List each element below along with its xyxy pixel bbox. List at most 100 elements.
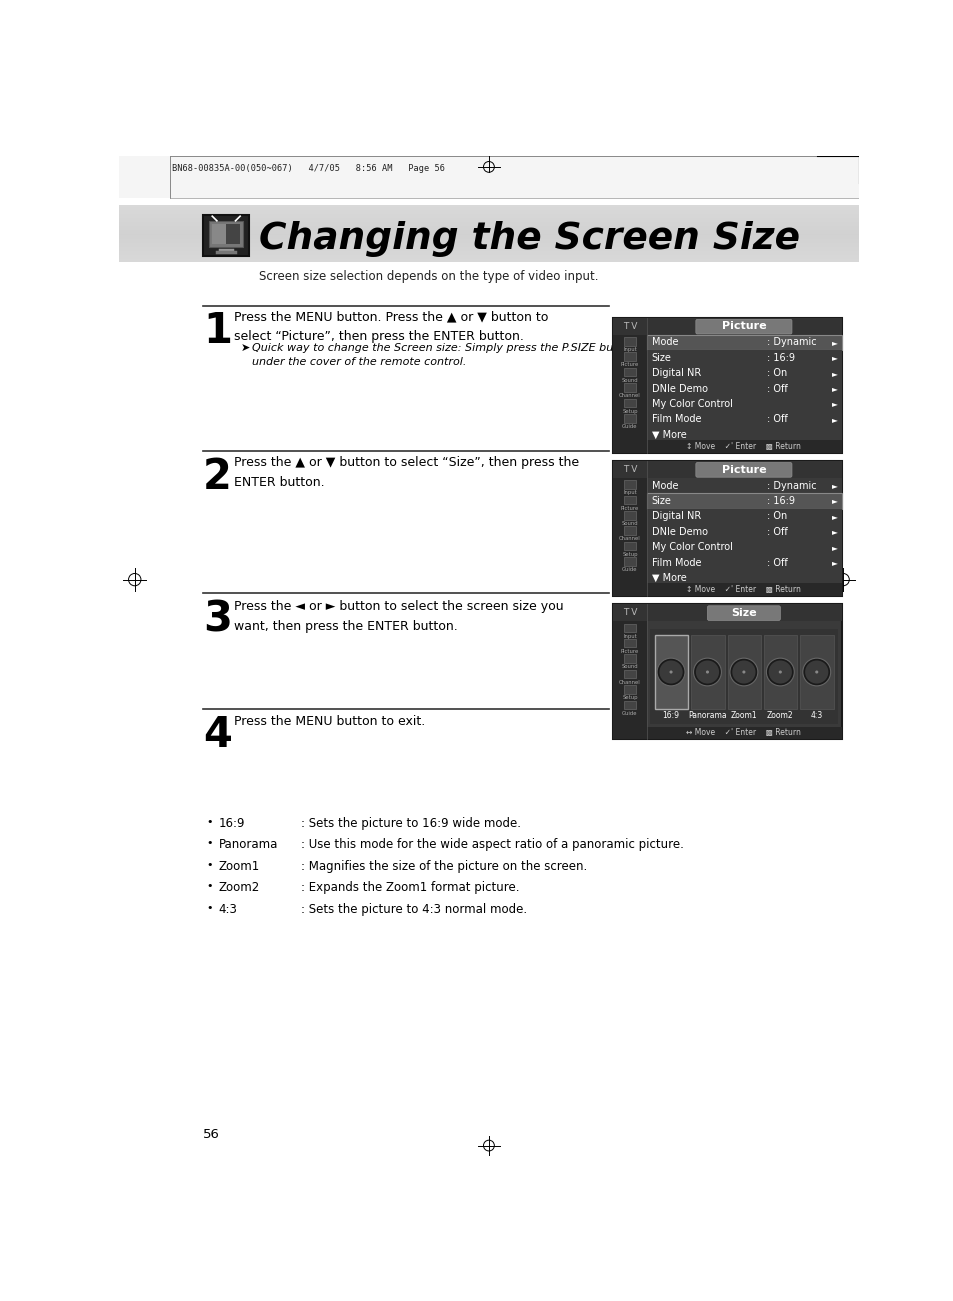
Text: Film Mode: Film Mode (651, 415, 700, 424)
Text: : Off: : Off (766, 527, 787, 537)
Bar (612, 317, 646, 453)
Bar (646, 427, 841, 442)
Bar (119, 237, 858, 239)
Bar (646, 411, 841, 427)
Circle shape (804, 661, 827, 683)
Text: Digital NR: Digital NR (651, 511, 700, 522)
Bar (646, 493, 841, 509)
Text: Input: Input (622, 490, 637, 496)
Bar (612, 604, 646, 739)
Bar (612, 461, 841, 596)
Bar (119, 215, 858, 216)
Text: T V: T V (622, 321, 637, 330)
Bar (119, 256, 858, 259)
Text: Picture: Picture (720, 321, 765, 332)
Text: 4:3: 4:3 (218, 903, 237, 916)
Text: : Use this mode for the wide aspect ratio of a panoramic picture.: : Use this mode for the wide aspect rati… (301, 838, 683, 851)
Text: Sound: Sound (621, 377, 638, 382)
Bar (800, 635, 833, 709)
Text: Changing the Screen Size: Changing the Screen Size (258, 220, 799, 256)
Text: Size: Size (730, 608, 756, 618)
Text: ►: ► (832, 513, 838, 520)
Bar (209, 221, 243, 247)
Text: ▼ More: ▼ More (651, 572, 686, 583)
Circle shape (695, 661, 719, 683)
Bar (119, 251, 858, 252)
Bar (646, 477, 841, 493)
Text: Zoom2: Zoom2 (766, 710, 793, 719)
Bar (119, 255, 858, 256)
Circle shape (669, 670, 672, 674)
Text: ➤: ➤ (241, 343, 250, 354)
Bar (119, 239, 858, 241)
Bar (623, 686, 636, 693)
Text: ►: ► (832, 368, 838, 377)
Text: ►: ► (832, 338, 838, 347)
Bar (119, 228, 858, 230)
Bar (119, 248, 858, 251)
Text: : 16:9: : 16:9 (766, 353, 794, 363)
Text: Picture: Picture (620, 363, 639, 367)
Bar (612, 317, 841, 453)
Text: 2: 2 (203, 455, 232, 498)
Text: Guide: Guide (621, 710, 637, 716)
FancyBboxPatch shape (695, 319, 791, 334)
Text: BN68-00835A-00(050~067)   4/7/05   8:56 AM   Page 56: BN68-00835A-00(050~067) 4/7/05 8:56 AM P… (172, 164, 444, 173)
Text: ↕ Move    ✓' Enter    ▩ Return: ↕ Move ✓' Enter ▩ Return (686, 442, 801, 451)
Text: Press the ◄ or ► button to select the screen size you
want, then press the ENTER: Press the ◄ or ► button to select the sc… (233, 600, 563, 634)
FancyBboxPatch shape (707, 606, 780, 621)
Bar (646, 366, 841, 381)
Text: ↔ Move    ✓' Enter    ▩ Return: ↔ Move ✓' Enter ▩ Return (686, 729, 801, 738)
Bar (623, 639, 636, 648)
Text: Quick way to change the Screen size: Simply press the P.SIZE button
under the co: Quick way to change the Screen size: Sim… (252, 343, 635, 367)
Bar (612, 461, 646, 596)
Text: •: • (206, 860, 213, 870)
Bar (623, 353, 636, 360)
Bar (649, 628, 838, 723)
Bar (212, 224, 226, 243)
Text: Guide: Guide (621, 567, 637, 572)
Circle shape (741, 670, 744, 674)
Text: ►: ► (832, 354, 838, 363)
Text: : Sets the picture to 4:3 normal mode.: : Sets the picture to 4:3 normal mode. (301, 903, 527, 916)
Text: 16:9: 16:9 (661, 710, 679, 719)
Text: Sound: Sound (621, 522, 638, 526)
Text: Size: Size (651, 353, 671, 363)
Text: Press the ▲ or ▼ button to select “Size”, then press the
ENTER button.: Press the ▲ or ▼ button to select “Size”… (233, 457, 578, 489)
Text: : Dynamic: : Dynamic (766, 480, 816, 490)
Circle shape (802, 658, 830, 686)
Bar (612, 461, 841, 477)
Circle shape (732, 661, 755, 683)
Bar (691, 635, 723, 709)
Bar (646, 570, 841, 585)
Text: 56: 56 (203, 1128, 219, 1141)
Bar (646, 556, 841, 570)
Bar (119, 247, 858, 248)
Bar (623, 398, 636, 407)
Text: Setup: Setup (621, 409, 637, 414)
Bar (119, 156, 858, 199)
Text: •: • (206, 903, 213, 913)
Text: Zoom1: Zoom1 (218, 860, 259, 873)
Bar (763, 635, 797, 709)
Bar (623, 623, 636, 632)
Bar (212, 224, 240, 243)
Circle shape (778, 670, 781, 674)
Text: Mode: Mode (651, 337, 678, 347)
Bar (119, 207, 858, 208)
Circle shape (659, 661, 682, 683)
Bar (119, 232, 858, 233)
Bar (119, 212, 858, 215)
Text: T V: T V (622, 464, 637, 474)
Bar (119, 241, 858, 243)
Bar (119, 252, 858, 255)
Text: ►: ► (832, 543, 838, 552)
Text: Setup: Setup (621, 695, 637, 700)
Bar (119, 208, 858, 211)
Bar (119, 222, 858, 224)
Text: Input: Input (622, 347, 637, 353)
Text: Zoom2: Zoom2 (218, 882, 259, 895)
Text: My Color Control: My Color Control (651, 399, 732, 409)
Bar (119, 245, 858, 247)
Text: •: • (206, 817, 213, 826)
